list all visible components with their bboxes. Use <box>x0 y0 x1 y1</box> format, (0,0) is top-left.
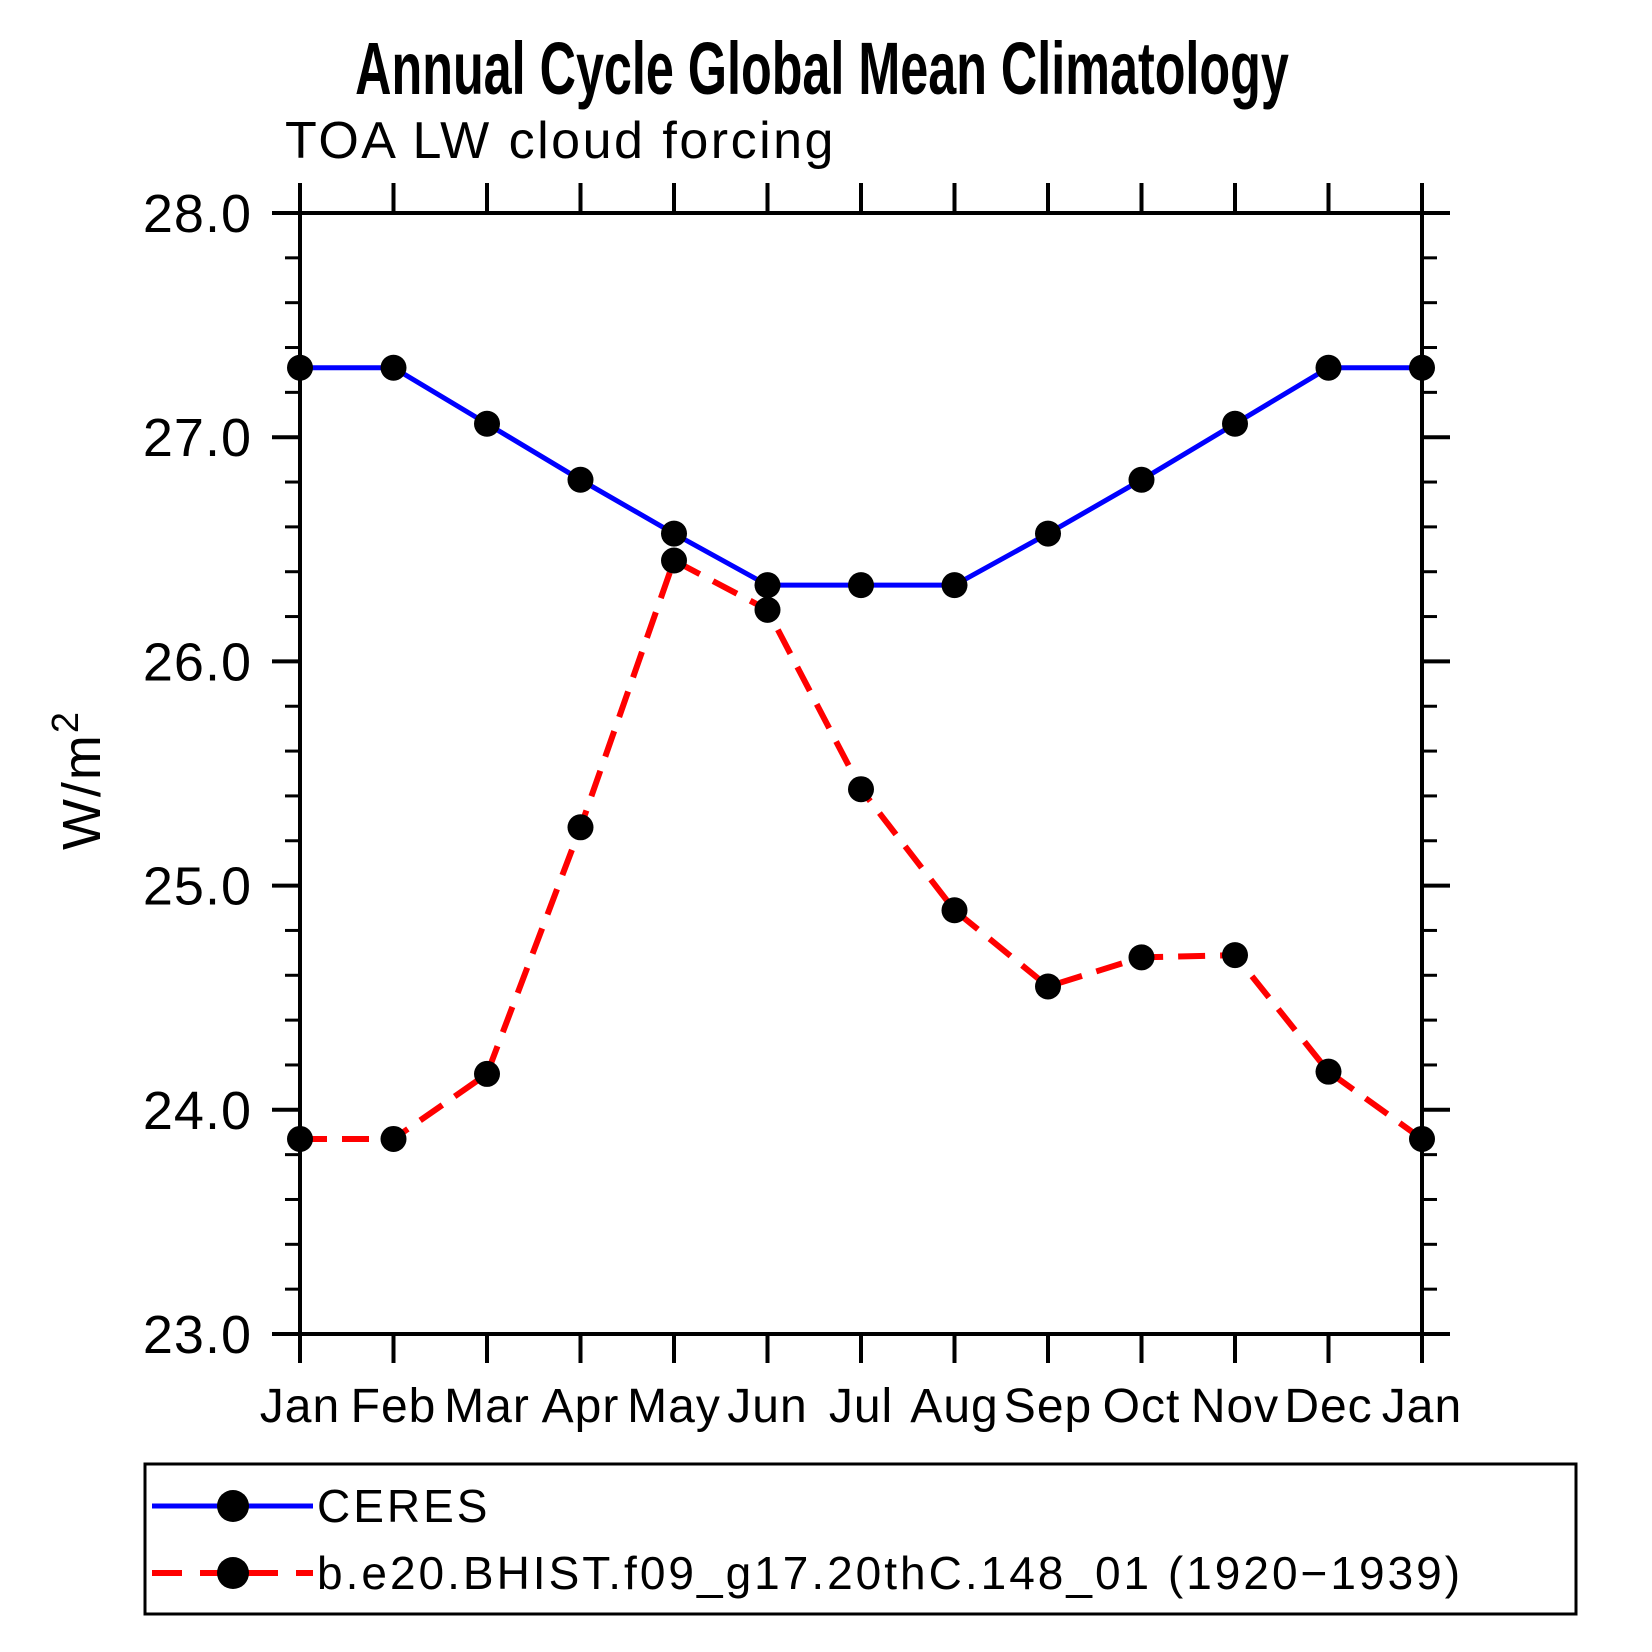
data-point <box>1128 466 1155 493</box>
y-tick-label: 26.0 <box>143 632 252 692</box>
x-tick-label: Apr <box>542 1380 620 1433</box>
data-point <box>754 596 781 623</box>
data-point <box>941 572 968 599</box>
data-point <box>287 354 313 381</box>
data-point <box>848 572 874 599</box>
x-tick-label: Dec <box>1284 1380 1372 1433</box>
x-tick-label: Nov <box>1191 1380 1279 1433</box>
data-point <box>1409 1125 1435 1152</box>
data-point <box>474 1060 500 1087</box>
plot-frame <box>298 211 1424 1336</box>
y-tick-label: 24.0 <box>143 1081 252 1141</box>
x-tick-label: Jun <box>727 1380 807 1433</box>
legend: CERES b.e20.BHIST.f09_g17.20thC.148_01 (… <box>143 1462 1578 1616</box>
y-tick-label: 23.0 <box>143 1305 252 1365</box>
y-axis-unit-label: W/m2 <box>45 710 112 850</box>
data-point <box>380 1125 407 1152</box>
data-point <box>754 572 781 599</box>
y-tick-label: 28.0 <box>143 184 252 244</box>
legend-label-ceres: CERES <box>317 1480 490 1532</box>
legend-box <box>143 1462 1578 1616</box>
x-tick-label: Oct <box>1103 1380 1181 1433</box>
data-point <box>1222 410 1248 437</box>
data-point <box>1409 354 1435 381</box>
legend-marker-dot <box>217 1490 249 1522</box>
legend-entry-ceres: CERES <box>152 1480 490 1532</box>
legend-entry-model: b.e20.BHIST.f09_g17.20thC.148_01 (1920−1… <box>152 1547 1463 1599</box>
data-point <box>567 814 594 841</box>
data-point <box>661 547 687 574</box>
data-point <box>1035 520 1061 547</box>
y-tick-label: 27.0 <box>143 408 252 468</box>
x-tick-label: Jan <box>260 1380 340 1433</box>
x-tick-label: Jul <box>829 1380 893 1433</box>
data-point <box>1035 973 1061 1000</box>
data-point <box>661 520 687 547</box>
data-point <box>474 410 500 437</box>
x-tick-label: Feb <box>351 1380 437 1433</box>
data-point <box>287 1125 313 1152</box>
page-title: Annual Cycle Global Mean Climatology <box>355 29 1289 111</box>
data-point <box>848 776 874 803</box>
data-point <box>1315 354 1342 381</box>
data-point <box>380 354 407 381</box>
legend-marker-dot <box>217 1557 249 1589</box>
series-line-0 <box>300 365 1422 588</box>
x-tick-label: May <box>627 1380 721 1433</box>
x-tick-label: Jan <box>1382 1380 1462 1433</box>
chart-subtitle: TOA LW cloud forcing <box>285 112 836 170</box>
data-point <box>1128 944 1155 971</box>
data-point <box>1315 1058 1342 1085</box>
x-tick-label: Aug <box>910 1380 998 1433</box>
data-point <box>1222 942 1248 969</box>
y-axis-unit-text: W/m2 <box>45 710 112 850</box>
data-point <box>941 897 968 924</box>
x-tick-label: Mar <box>444 1380 530 1433</box>
data-point <box>567 466 594 493</box>
series-line-1 <box>300 556 1424 1142</box>
legend-label-model: b.e20.BHIST.f09_g17.20thC.148_01 (1920−1… <box>317 1547 1463 1599</box>
x-tick-label: Sep <box>1004 1380 1092 1433</box>
y-tick-label: 25.0 <box>143 857 252 917</box>
